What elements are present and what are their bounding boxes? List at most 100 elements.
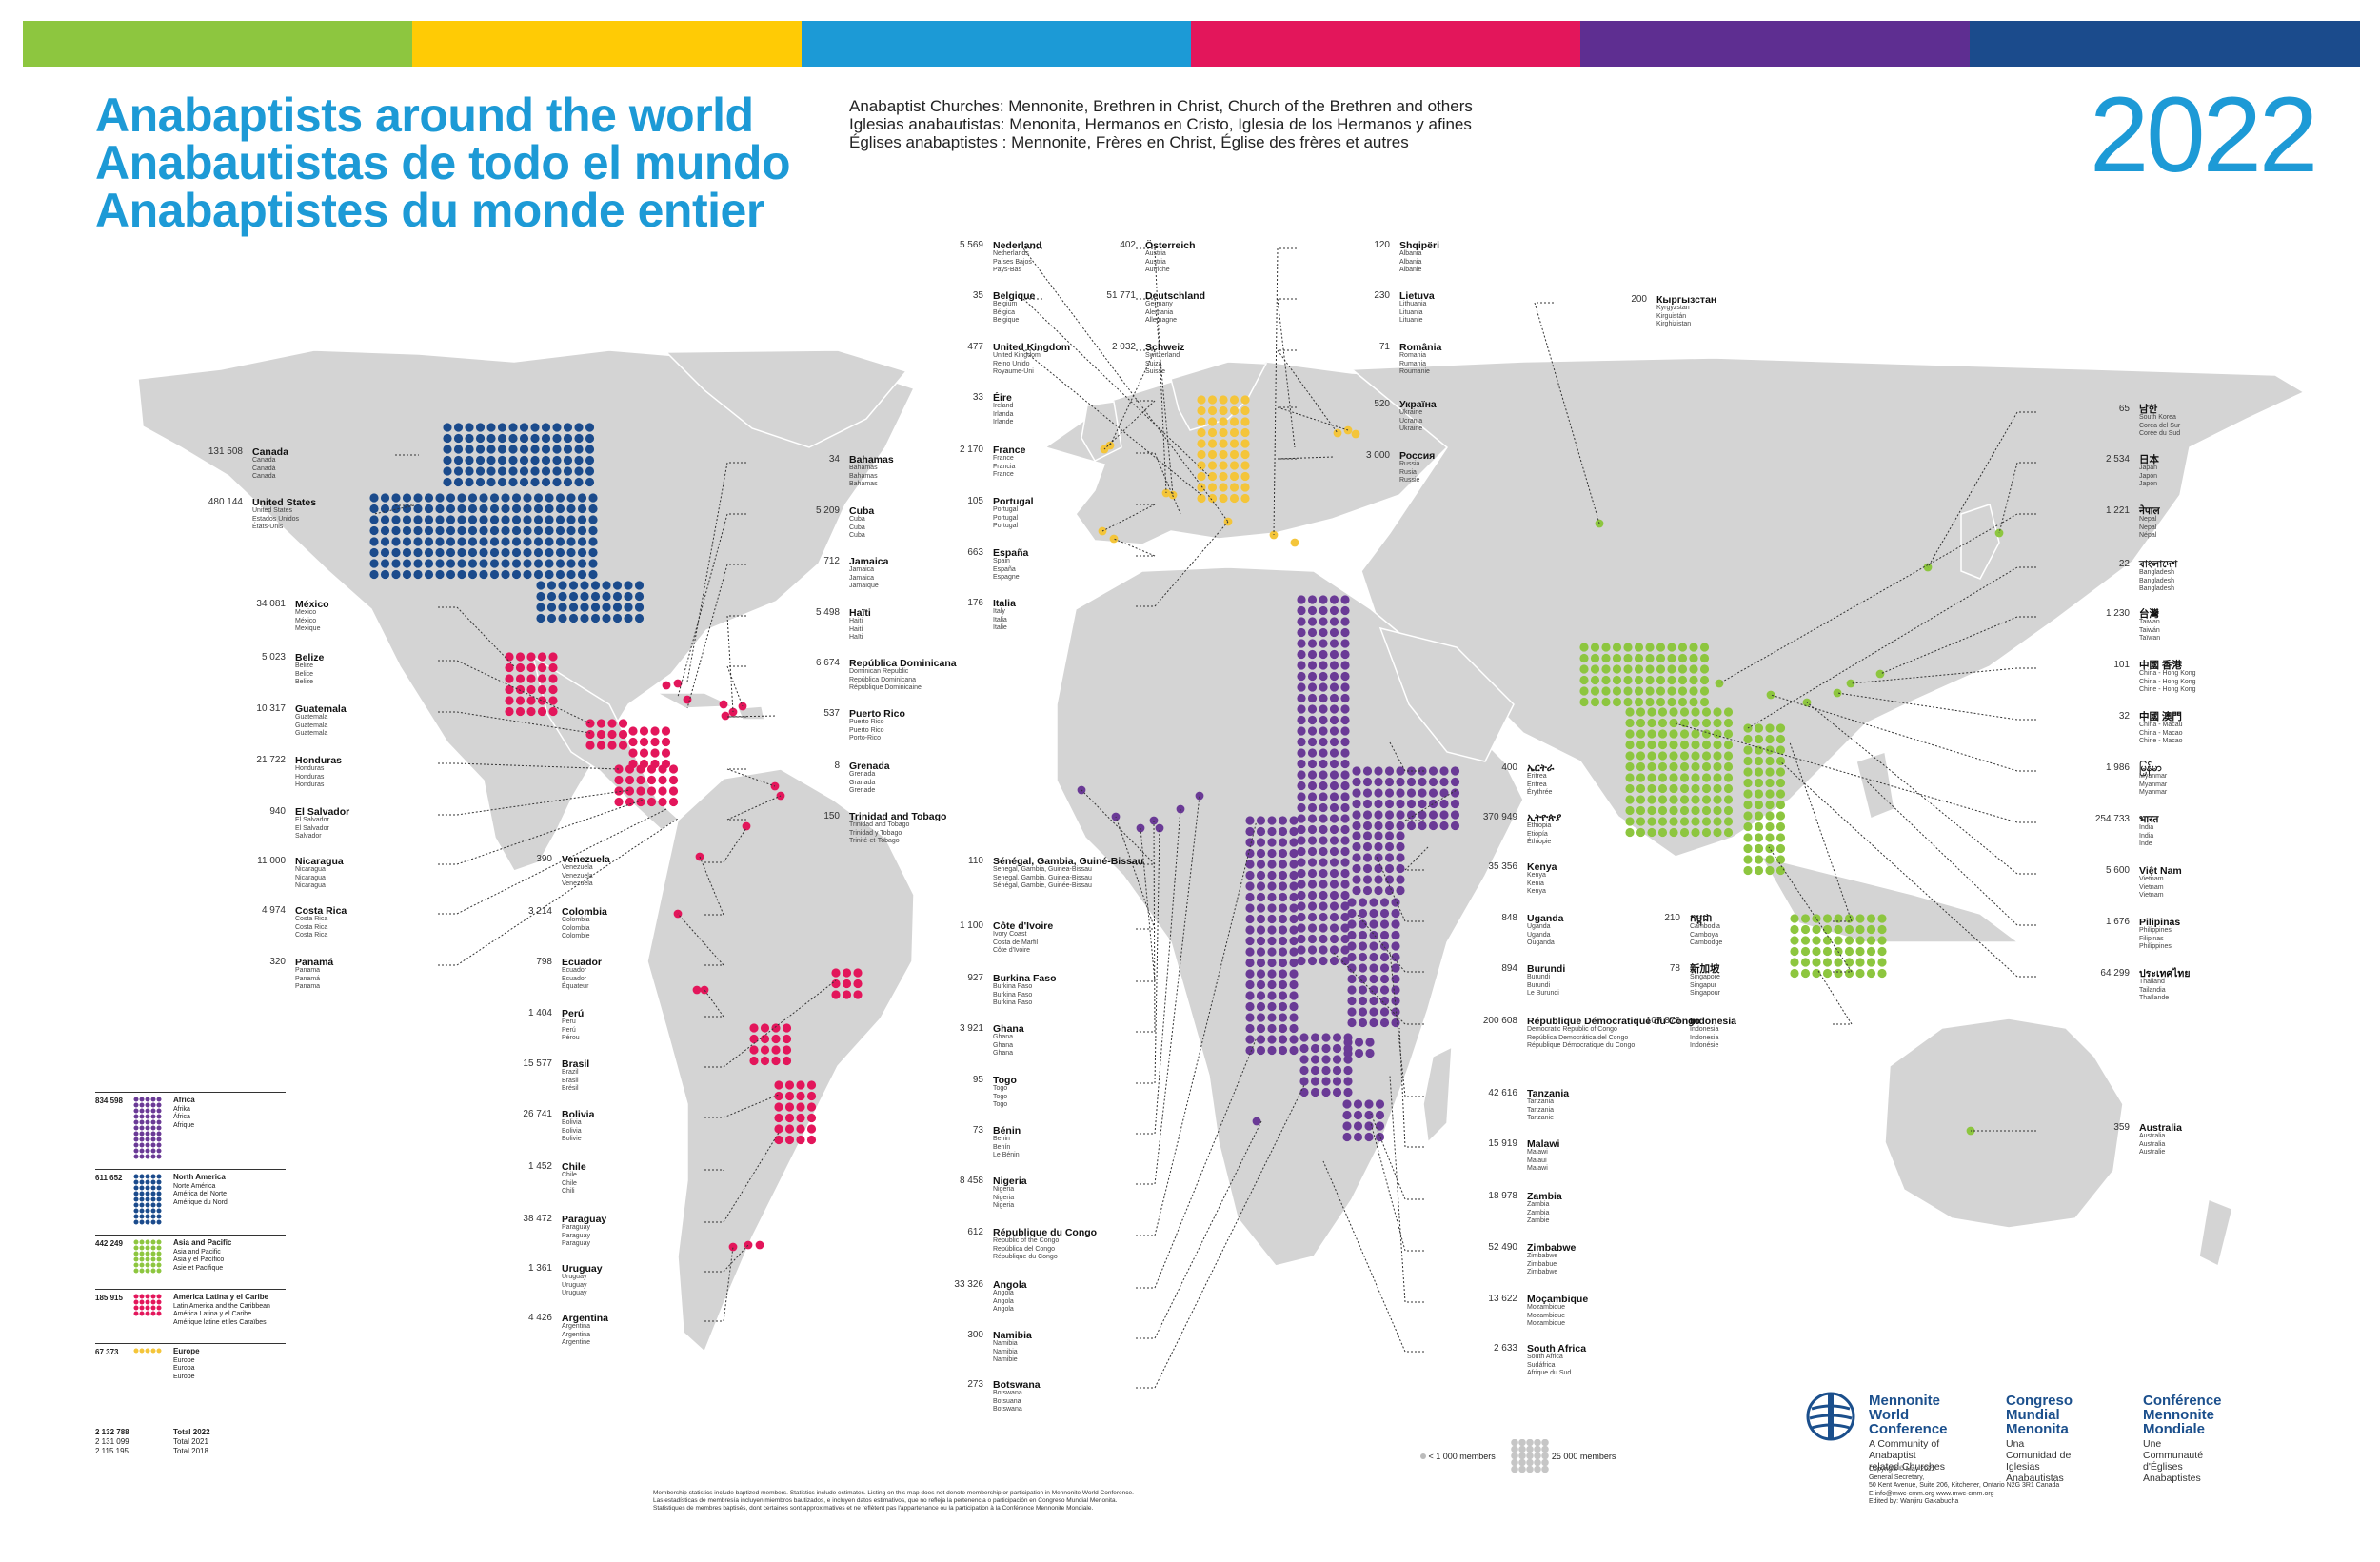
country-translation: États-Unis — [252, 524, 284, 530]
member-dot-africa — [1256, 925, 1266, 935]
member-dot-latin-america — [784, 1080, 795, 1090]
member-dot-north-america — [486, 477, 496, 487]
member-dot-africa — [1267, 870, 1277, 880]
country-translation: Zambie — [1527, 1217, 1550, 1224]
country-translation: Belize — [295, 679, 314, 685]
member-dot-africa — [1347, 898, 1357, 907]
member-dot-asia — [1579, 675, 1589, 685]
country-translation: Eritrea — [1527, 781, 1547, 788]
member-dot-north-america — [413, 537, 423, 546]
country-translation: China - Macau — [2139, 722, 2183, 728]
member-dot-latin-america — [774, 1080, 783, 1090]
member-dot-africa — [1347, 941, 1357, 951]
leader-line — [1136, 298, 1174, 496]
member-dot-north-america — [602, 591, 611, 602]
member-dot-north-america — [413, 515, 423, 524]
member-dot-africa — [1340, 868, 1350, 879]
member-count: 34 081 — [256, 599, 286, 609]
member-dot-asia — [1669, 805, 1678, 816]
country-translation: China - Hong Kong — [2139, 670, 2196, 677]
member-dot-latin-america — [526, 662, 536, 673]
member-dot-africa — [1278, 881, 1288, 891]
member-count: 612 — [967, 1227, 983, 1237]
country-translation: Zimbabwe — [1527, 1269, 1558, 1275]
country-translation: Lituanie — [1399, 317, 1423, 324]
member-dot-europe — [1229, 449, 1240, 460]
member-dot-africa — [1340, 934, 1350, 944]
country-translation: Népal — [2139, 532, 2157, 539]
member-dot-africa — [1307, 923, 1318, 933]
country-translation: Russie — [1399, 477, 1420, 484]
legend-entry-europe: 67 373 Europe Europe Europa Europe — [95, 1343, 286, 1392]
member-dot-africa — [1256, 903, 1266, 913]
leader-line — [1836, 692, 2036, 721]
land-masses — [137, 349, 2306, 1354]
member-dot-north-america — [475, 423, 486, 432]
country-name: Кыргызстан — [1656, 294, 1717, 306]
member-dot-asia — [1754, 811, 1764, 821]
member-dot-africa — [1369, 1018, 1378, 1028]
member-dot-north-america — [580, 581, 589, 590]
member-dot-asia — [1866, 924, 1876, 935]
country-translation: Canada — [252, 457, 276, 464]
member-dot-africa — [1343, 1077, 1353, 1086]
member-dot-africa — [1343, 1038, 1353, 1047]
member-dot-asia — [1775, 734, 1786, 744]
member-dot-africa — [1369, 908, 1378, 919]
country-translation: Bolivia — [562, 1119, 582, 1126]
member-dot-asia — [1775, 821, 1786, 832]
member-dot-africa — [1278, 947, 1288, 957]
country-name: 日本 — [2139, 454, 2159, 465]
country-translation: Trinidad y Tobago — [849, 829, 902, 837]
member-dot-asia — [1855, 914, 1865, 923]
member-dot-north-america — [511, 547, 522, 558]
country-translation: Venezuela — [562, 880, 593, 887]
member-dot-latin-america — [771, 1034, 781, 1044]
country-name: Australia — [2139, 1122, 2182, 1134]
member-dot-latin-america — [784, 1124, 795, 1134]
member-dot-africa — [1329, 661, 1339, 670]
country-translation: Singapore — [1690, 974, 1720, 980]
member-dot-north-america — [590, 581, 601, 590]
member-dot-north-america — [453, 466, 464, 476]
country-translation: Russia — [1399, 461, 1420, 467]
member-dot-north-america — [489, 569, 500, 580]
member-dot-africa — [1374, 799, 1383, 809]
member-dot-asia — [1713, 805, 1722, 816]
country-translation: Mexico — [295, 609, 317, 616]
member-dot-north-america — [536, 591, 545, 602]
member-dot-north-america — [479, 547, 488, 558]
leader-line — [677, 913, 725, 966]
country-translation: Belice — [295, 670, 314, 678]
member-dot-africa — [1358, 930, 1368, 940]
member-dot-africa — [1379, 963, 1390, 973]
member-dot-africa — [1353, 1121, 1363, 1131]
member-dot-asia — [1844, 924, 1854, 935]
member-count: 52 490 — [1488, 1242, 1517, 1253]
member-dot-north-america — [533, 493, 544, 503]
leader-line — [726, 795, 782, 821]
member-count: 78 — [1669, 963, 1680, 974]
member-dot-asia — [1657, 729, 1668, 739]
member-dot-africa — [1362, 766, 1373, 776]
member-dot-africa — [1319, 759, 1328, 769]
member-dot-north-america — [541, 433, 551, 444]
member-dot-north-america — [519, 423, 529, 432]
member-dot-asia — [1765, 865, 1775, 876]
member-dot-north-america — [536, 603, 545, 612]
scale-large-label: 25 000 members — [1551, 1452, 1616, 1461]
country-translation: Panamá — [295, 975, 321, 982]
member-dot-africa — [1319, 649, 1328, 660]
member-dot-north-america — [533, 537, 544, 546]
member-dot-north-america — [555, 537, 565, 546]
country-translation: Kirguistán — [1656, 312, 1687, 320]
country-translation: Thailand — [2139, 979, 2165, 985]
member-dot-latin-america — [784, 1102, 795, 1112]
mwc-contact-info: Copyright © May 2022 General Secretary, … — [1869, 1466, 2060, 1505]
member-dot-africa — [1297, 726, 1306, 736]
member-dot-north-america — [555, 559, 565, 568]
member-dot-north-america — [443, 455, 452, 465]
member-dot-latin-america — [658, 786, 667, 796]
title-english: Anabaptists around the world — [95, 89, 754, 142]
